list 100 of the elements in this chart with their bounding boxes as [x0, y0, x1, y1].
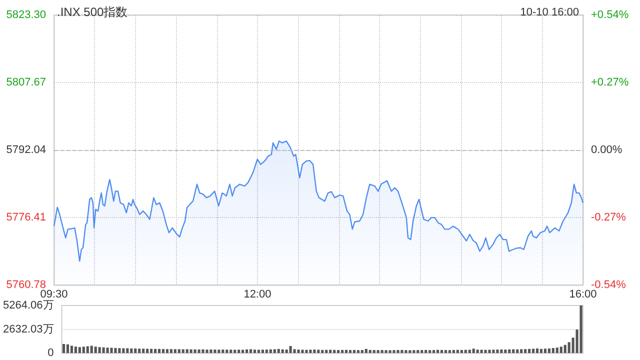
y-tick-label: 5776.41: [6, 212, 46, 224]
bar: [110, 348, 113, 353]
bar: [186, 349, 188, 353]
bar: [337, 350, 340, 353]
bar: [400, 350, 404, 353]
bar: [544, 348, 546, 353]
y-tick-label: 0: [48, 347, 54, 359]
bar: [384, 350, 388, 353]
bar: [492, 350, 495, 353]
bar: [376, 350, 380, 353]
bar: [82, 346, 85, 353]
bar: [122, 348, 125, 353]
bar: [532, 348, 535, 353]
bar: [150, 348, 153, 353]
bar: [214, 350, 216, 353]
bar: [440, 350, 444, 353]
bar: [146, 348, 149, 353]
bar: [452, 350, 455, 353]
y2-tick-label: 0.00%: [591, 144, 622, 156]
bar: [202, 349, 204, 353]
bar: [70, 346, 74, 353]
bar: [210, 349, 212, 353]
bar: [293, 349, 296, 353]
bar: [348, 350, 352, 353]
bar: [222, 350, 224, 353]
y-tick-label: 5823.30: [6, 9, 46, 21]
bar: [273, 349, 276, 353]
bar: [166, 349, 168, 353]
bar: [118, 348, 121, 353]
bar: [344, 350, 348, 353]
chart-title: .INX 500指数: [57, 5, 128, 19]
bar: [360, 350, 364, 353]
bar: [78, 347, 81, 353]
bar: [106, 348, 109, 353]
bar: [305, 350, 308, 353]
bar: [524, 349, 527, 353]
bar: [194, 349, 196, 353]
bar: [480, 350, 483, 353]
bar: [265, 350, 268, 353]
bar: [528, 348, 531, 353]
bar: [62, 344, 66, 353]
bar: [190, 349, 192, 353]
y-tick-label: 5760.78: [6, 279, 46, 291]
bar: [126, 348, 129, 353]
bar: [436, 350, 440, 353]
bar: [456, 350, 459, 353]
bar: [564, 344, 566, 353]
bar: [158, 348, 161, 353]
y2-tick-label: +0.54%: [591, 9, 629, 21]
bar: [496, 350, 499, 353]
y-tick-label: 2632.03万: [2, 323, 54, 336]
bar: [309, 350, 312, 353]
bar: [333, 350, 336, 353]
bar: [380, 350, 384, 353]
bar: [170, 349, 172, 353]
bar: [508, 349, 511, 353]
bar: [90, 346, 93, 353]
bar: [512, 349, 515, 353]
bar: [540, 348, 543, 353]
bar: [412, 350, 416, 353]
bar: [102, 347, 105, 353]
y2-tick-label: -0.54%: [591, 279, 626, 291]
bar: [245, 349, 248, 353]
bar: [325, 350, 328, 353]
y2-tick-label: +0.27%: [591, 76, 629, 88]
bar: [182, 349, 184, 353]
bar: [66, 344, 70, 353]
bar: [289, 346, 292, 353]
bar: [484, 350, 487, 353]
bar: [428, 350, 432, 353]
bar: [560, 346, 562, 353]
y-tick-label: 5792.04: [6, 144, 46, 156]
bar: [198, 349, 200, 353]
bar: [277, 348, 280, 353]
x-tick-label: 16:00: [569, 288, 597, 300]
bar: [174, 349, 176, 353]
bar: [476, 350, 479, 353]
bar: [388, 350, 392, 353]
y-tick-label: 5807.67: [6, 76, 46, 88]
bar: [552, 348, 554, 353]
bar: [520, 349, 523, 353]
bar: [464, 350, 467, 353]
bar: [281, 349, 284, 353]
bar: [580, 306, 582, 353]
bar: [138, 348, 141, 353]
bar: [230, 350, 232, 353]
bar: [253, 350, 256, 353]
bar: [404, 350, 408, 353]
bar: [74, 346, 77, 353]
bar: [536, 348, 539, 353]
bar: [364, 348, 368, 353]
bar: [261, 350, 264, 353]
bar: [249, 349, 252, 353]
y2-tick-label: -0.27%: [591, 212, 626, 224]
x-tick-label: 12:00: [244, 288, 272, 300]
bar: [556, 348, 558, 353]
bar: [98, 347, 101, 353]
bar: [285, 350, 288, 353]
bar: [472, 348, 475, 353]
bar: [162, 349, 165, 353]
